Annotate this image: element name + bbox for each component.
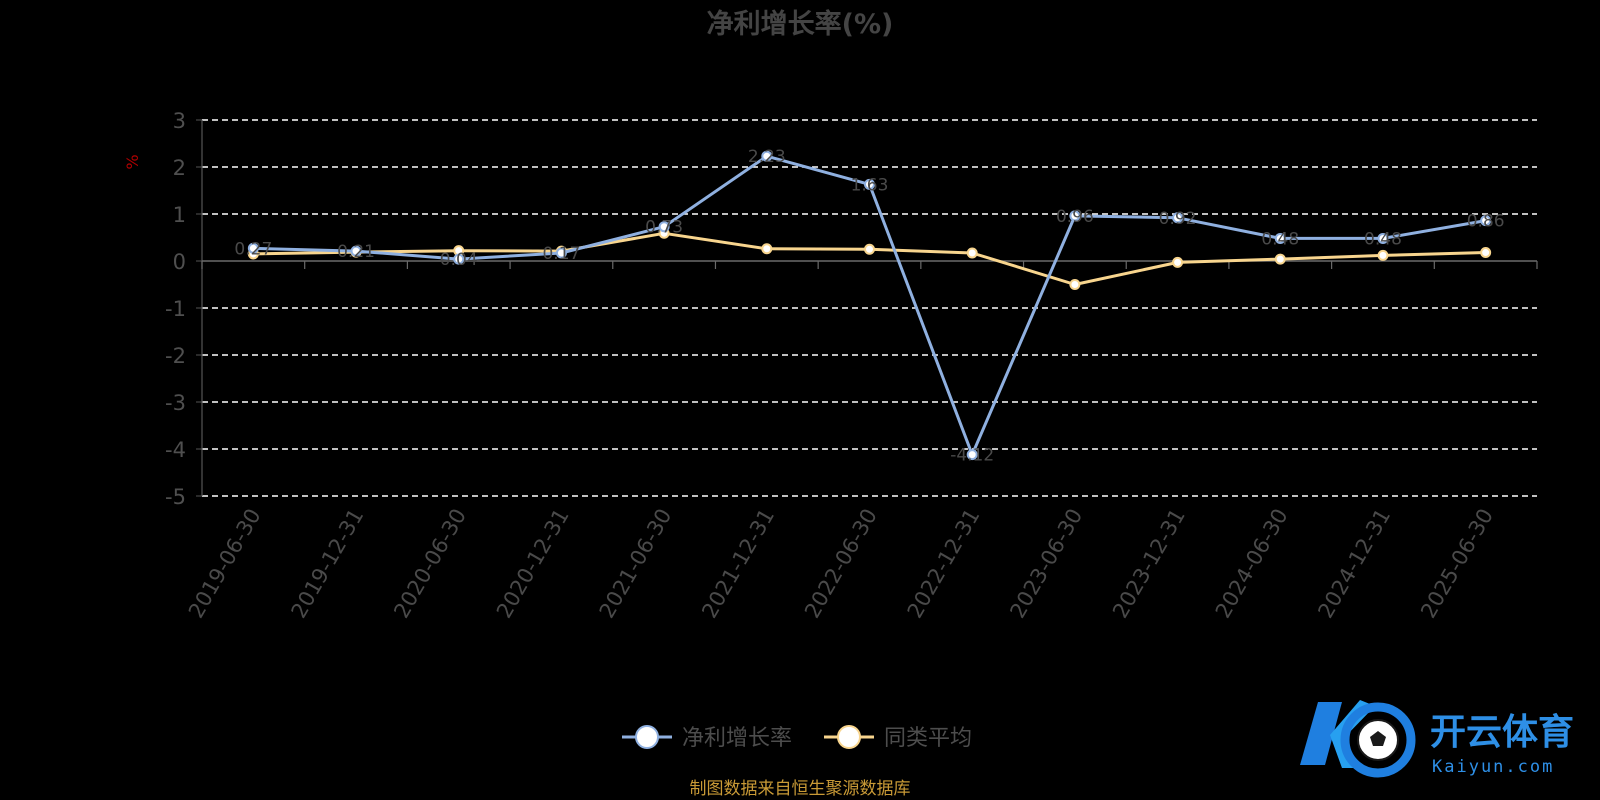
x-tick-label: 2020-06-30: [389, 505, 471, 623]
y-tick-labels: 3 2 1 0 -1 -2 -3 -4 -5: [165, 109, 186, 509]
series-line-1: [253, 154, 1486, 457]
data-label: 0.73: [645, 218, 683, 238]
data-label: 0.92: [1159, 209, 1197, 229]
legend[interactable]: 净利增长率 同类平均: [622, 725, 972, 751]
series-1-point[interactable]: [1480, 215, 1492, 227]
series-1-point[interactable]: [761, 150, 773, 162]
x-tick-label: 2021-06-30: [595, 505, 677, 623]
watermark-logo: 开云体育 Kaiyun.com: [1300, 700, 1574, 778]
data-label: 0.27: [234, 239, 272, 259]
y-tick-label: 1: [173, 203, 186, 227]
series-1-point[interactable]: [864, 178, 875, 190]
series-1-point[interactable]: [555, 247, 567, 259]
y-tick-label: -3: [165, 391, 186, 415]
legend-marker-2: [837, 725, 861, 749]
series-2-point[interactable]: [1069, 279, 1081, 290]
data-label: 0.86: [1467, 212, 1505, 232]
kaiyun-logo-icon: [1300, 700, 1416, 778]
series-1-point[interactable]: [350, 245, 362, 257]
y-tick-label: -5: [165, 485, 186, 509]
series-lines: [247, 150, 1492, 461]
series-2-point[interactable]: [1172, 256, 1184, 268]
y-tick-label: 0: [173, 250, 186, 274]
legend-label-2: 同类平均: [884, 726, 972, 751]
legend-item-2[interactable]: 同类平均: [824, 725, 972, 751]
y-tick-label: 3: [173, 109, 186, 133]
x-tick-label: 2022-06-30: [800, 505, 882, 623]
x-tick-label: 2023-12-31: [1108, 505, 1190, 623]
data-label: 2.23: [748, 147, 786, 167]
data-label: 0.21: [337, 242, 375, 262]
x-tick-label: 2023-06-30: [1005, 505, 1087, 623]
x-tick-label: 2024-06-30: [1211, 505, 1293, 623]
series-2-point[interactable]: [1377, 249, 1389, 261]
x-tick-label: 2025-06-30: [1416, 505, 1498, 623]
data-label: 1.63: [851, 175, 889, 195]
series-2-point[interactable]: [864, 243, 875, 255]
series-1-point[interactable]: [966, 449, 978, 461]
series-1-point[interactable]: [453, 253, 465, 265]
series-1-point[interactable]: [1172, 212, 1184, 224]
series-1-point[interactable]: [247, 242, 259, 254]
data-label: 0.96: [1056, 207, 1094, 227]
x-tick-label: 2021-12-31: [697, 505, 779, 623]
series-1-point[interactable]: [1274, 232, 1286, 244]
series-1-point[interactable]: [1377, 232, 1389, 244]
data-source-note: 制图数据来自恒生聚源数据库: [690, 779, 911, 799]
x-tick-label: 2020-12-31: [492, 505, 574, 623]
x-tick-label: 2024-12-31: [1313, 505, 1395, 623]
gridlines: [202, 119, 1537, 497]
data-label: 0.17: [542, 244, 580, 264]
x-tick-label: 2019-12-31: [287, 505, 369, 623]
legend-marker-1: [635, 725, 659, 749]
legend-item-1[interactable]: 净利增长率: [622, 725, 792, 751]
series-1-point[interactable]: [1069, 210, 1081, 222]
series-2-point[interactable]: [761, 243, 773, 255]
chart-title: 净利增长率(%): [707, 8, 894, 40]
y-tick-label: -1: [165, 297, 186, 321]
x-tick-label: 2022-12-31: [903, 505, 985, 623]
y-axis-label: %: [123, 154, 142, 169]
watermark-domain: Kaiyun.com: [1432, 757, 1554, 777]
x-tick-labels: 2019-06-30 2019-12-31 2020-06-30 2020-12-31…: [184, 505, 1498, 623]
data-label: 0.04: [440, 250, 478, 270]
series-2-point[interactable]: [1480, 247, 1492, 259]
axes: [196, 119, 1538, 497]
y-tick-label: -2: [165, 344, 186, 368]
series-2-point[interactable]: [1274, 253, 1286, 265]
legend-label-1: 净利增长率: [682, 726, 792, 751]
watermark-brand: 开云体育: [1430, 712, 1574, 753]
data-label: 0.48: [1261, 229, 1299, 249]
data-labels: 0.27 0.21 0.04 0.17 0.73 2.23 1.63 -4.12 0.96 0.9…: [234, 147, 1504, 465]
data-label: 0.48: [1364, 229, 1402, 249]
series-1-point[interactable]: [658, 221, 670, 233]
y-tick-label: -4: [165, 438, 186, 462]
series-2-point[interactable]: [966, 247, 978, 259]
y-tick-label: 2: [173, 156, 186, 180]
data-label: -4.12: [950, 446, 994, 466]
x-tick-label: 2019-06-30: [184, 505, 266, 623]
